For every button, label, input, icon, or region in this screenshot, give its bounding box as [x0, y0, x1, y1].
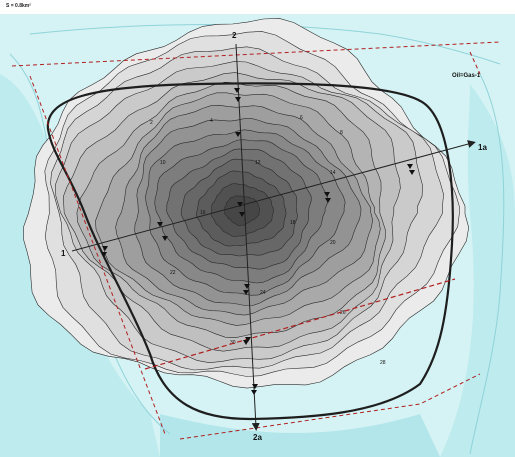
- contour-value-label: 8: [340, 130, 343, 136]
- fault-line-inner: [144, 278, 456, 370]
- field-boundary: [46, 82, 454, 421]
- well-marker-icon: [252, 384, 258, 389]
- well-marker-icon: [235, 97, 241, 102]
- fault-line-top: [11, 41, 501, 67]
- well-marker-icon: [102, 246, 108, 251]
- field-label: Oil=Gas-1: [452, 73, 481, 79]
- well-marker-icon: [239, 212, 245, 217]
- water-band-right: [440, 84, 515, 457]
- well-marker-icon: [243, 340, 249, 345]
- contour-value-label: 16: [200, 210, 206, 216]
- contour-value-label: 14: [330, 170, 336, 176]
- contour-value-label: 4: [210, 118, 213, 124]
- well-marker-icon: [101, 252, 107, 257]
- contour-value-label: 12: [255, 160, 261, 166]
- contour-value-label: 22: [170, 270, 176, 276]
- profile-line-2: [235, 43, 260, 431]
- water-contour-3: [29, 24, 501, 65]
- contour-value-label: 20: [330, 240, 336, 246]
- well-marker-icon: [234, 88, 240, 93]
- contour-map: 2 4 6 8 10 12 14 16 18 20 22 24 26 28 30 1 1a 2 2a Oil…: [0, 14, 515, 457]
- well-marker-icon: [324, 192, 330, 197]
- well-marker-icon: [325, 198, 331, 203]
- well-marker-icon: [407, 164, 413, 169]
- profile-label-1-start: 1: [61, 249, 66, 258]
- contour-value-label: 28: [380, 360, 386, 366]
- profile-label-2-end: 2a: [253, 433, 262, 442]
- well-marker-icon: [157, 222, 163, 227]
- fault-line-left: [29, 75, 166, 435]
- well-marker-icon: [237, 202, 243, 207]
- well-layer: [101, 88, 415, 395]
- well-marker-icon: [235, 132, 241, 137]
- contour-value-label: 10: [160, 160, 166, 166]
- well-marker-icon: [409, 170, 415, 175]
- well-marker-icon: [162, 236, 168, 241]
- contour-value-label: 2: [150, 120, 153, 126]
- well-marker-icon: [245, 337, 251, 342]
- water-contour-2: [469, 73, 505, 455]
- contour-value-label: 18: [290, 220, 296, 226]
- water-band-bottom: [160, 414, 440, 457]
- contour-value-label: 26: [340, 310, 346, 316]
- well-marker-icon: [243, 290, 249, 295]
- well-marker-icon: [251, 390, 257, 395]
- profile-label-2-start: 2: [232, 31, 237, 40]
- contour-value-label: 6: [300, 115, 303, 121]
- profile-line-1: [71, 140, 476, 252]
- contour-value-label: 24: [260, 290, 266, 296]
- well-marker-icon: [244, 284, 250, 289]
- fault-line-bottom: [179, 373, 481, 440]
- scale-note: S = 0.8km²: [6, 3, 31, 9]
- profile-label-1-end: 1a: [478, 143, 487, 152]
